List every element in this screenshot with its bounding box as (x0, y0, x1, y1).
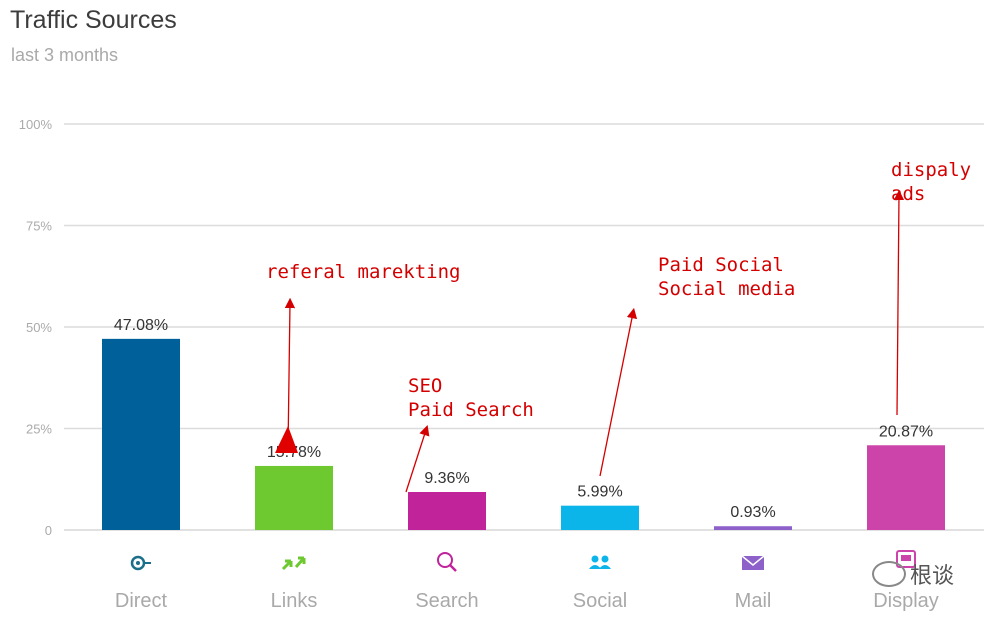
category-label: Social (573, 590, 627, 612)
envelope-icon (741, 555, 765, 570)
display-ad-icon (896, 550, 916, 568)
y-tick-label: 25% (26, 422, 52, 437)
annotation-text: referal marekting (266, 261, 460, 283)
people-icon (589, 555, 611, 569)
y-tick-label: 100% (19, 117, 53, 132)
y-tick-label: 75% (26, 219, 52, 234)
annotation-text: Paid Search (408, 399, 534, 421)
annotation-arrow (284, 297, 296, 451)
target-icon (130, 555, 151, 571)
annotation-text: Social media (658, 278, 795, 300)
wechat-icon (871, 561, 906, 587)
data-label: 20.87% (879, 423, 933, 440)
bar-links[interactable] (255, 465, 333, 530)
y-tick-label: 0 (45, 523, 52, 538)
bar-social[interactable] (561, 505, 639, 530)
annotation-text: ads (891, 183, 925, 205)
category-label: Search (415, 590, 478, 612)
bar-mail[interactable] (714, 526, 792, 530)
magnifier-icon (437, 552, 457, 572)
data-label: 0.93% (730, 504, 775, 521)
watermark-text: 根谈 (909, 563, 954, 588)
y-tick-label: 50% (26, 320, 52, 335)
category-label: Links (271, 590, 318, 612)
bar-search[interactable] (408, 491, 486, 530)
chart-title: Traffic Sources (10, 6, 177, 34)
annotation-arrowhead (275, 426, 298, 453)
category-label: Direct (115, 590, 168, 612)
annotation-arrow (893, 189, 905, 416)
watermark: 根谈 (871, 558, 954, 590)
data-label: 5.99% (577, 484, 622, 501)
bar-display[interactable] (867, 445, 945, 530)
annotation-arrow (405, 425, 430, 493)
annotation-arrow (599, 307, 638, 477)
category-label: Display (873, 590, 939, 612)
annotation-text: Paid Social (658, 254, 784, 276)
data-label: 9.36% (424, 470, 469, 487)
data-label: 47.08% (114, 317, 168, 334)
category-label: Mail (735, 590, 772, 612)
annotation-text: SEO (408, 375, 442, 397)
bar-direct[interactable] (102, 338, 180, 530)
link-arrows-icon (281, 556, 306, 571)
annotation-text: dispaly (891, 159, 971, 181)
chart-subtitle: last 3 months (11, 45, 119, 65)
